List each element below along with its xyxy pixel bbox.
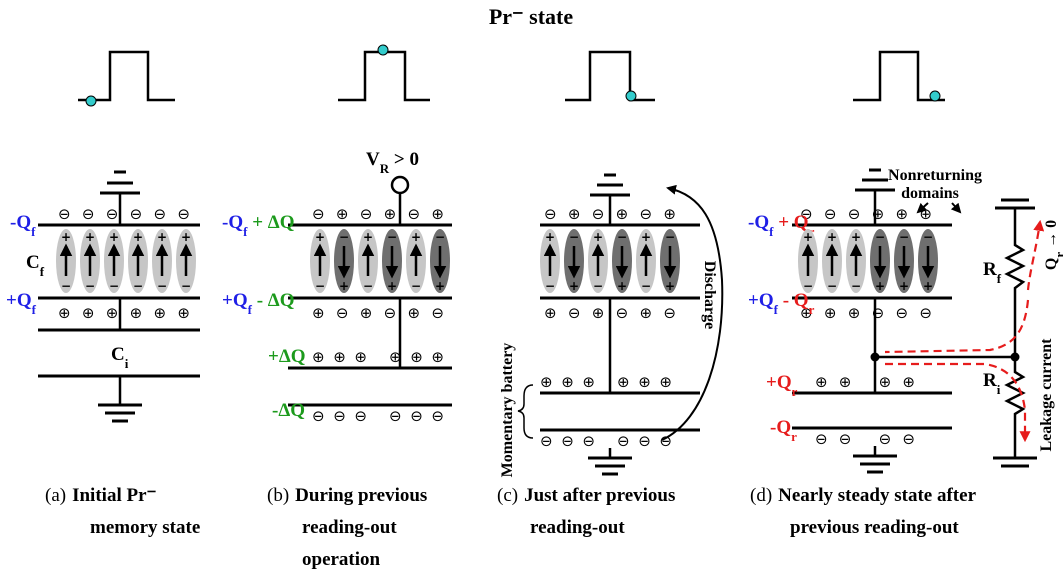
domain-sign: − [665, 230, 675, 244]
domain-sign: − [181, 279, 191, 293]
domain-sign: + [363, 230, 373, 244]
label: +Qf [6, 290, 37, 317]
caption: previous reading-out [790, 517, 959, 538]
domain-sign: + [617, 279, 627, 293]
domain-sign: − [387, 230, 397, 244]
caption: (a)Initial Pr⁻ [45, 485, 157, 506]
label: domains [901, 185, 959, 202]
panel-b: ⊖⊕⊖⊕⊖⊕ ⊕⊖⊕⊖⊕⊖ ⊕⊕⊕ ⊕⊕⊕ ⊖⊖⊖ ⊖⊖⊖ -Qf + ΔQ +… [222, 149, 452, 570]
caption: operation [302, 549, 381, 570]
domain-sign: + [133, 230, 143, 244]
domain-sign: + [61, 230, 71, 244]
domain-sign: − [803, 279, 813, 293]
pulses [78, 45, 945, 106]
charges: ⊕⊕ ⊕⊕ [815, 373, 915, 391]
panel-d: ⊖⊖⊖⊕⊕⊕ ⊕⊕⊕⊖⊖⊖ ⊕⊕ ⊕⊕ ⊖⊖ ⊖⊖ -Qf + Qr +Qf -… [748, 167, 1063, 538]
domain-sign: + [923, 279, 933, 293]
label: -ΔQ [272, 400, 305, 421]
caption: reading-out [302, 517, 397, 538]
charges: ⊖⊖⊖ ⊖⊖⊖ [540, 432, 672, 450]
label: VR > 0 [366, 149, 419, 176]
label: -Qf [10, 212, 36, 239]
domain-sign: − [363, 279, 373, 293]
domain-sign: − [899, 230, 909, 244]
domain-sign: − [339, 230, 349, 244]
caption: (c)Just after previous [497, 485, 675, 506]
domain-sign: + [157, 230, 167, 244]
domain-sign: − [641, 279, 651, 293]
charges: ⊕⊕⊕ ⊕⊕⊕ [540, 373, 672, 391]
label: Discharge [701, 261, 718, 329]
domain-sign: + [85, 230, 95, 244]
domain-sign: − [875, 230, 885, 244]
domain-sign: + [545, 230, 555, 244]
label: +ΔQ [268, 346, 306, 367]
domain-sign: − [133, 279, 143, 293]
domain-sign: + [109, 230, 119, 244]
domain-sign: − [851, 279, 861, 293]
caption: reading-out [530, 517, 625, 538]
domain-sign: + [181, 230, 191, 244]
domain-sign: − [411, 279, 421, 293]
domain-sign: − [61, 279, 71, 293]
domain-sign: − [157, 279, 167, 293]
domain-sign: − [109, 279, 119, 293]
label: Qr → 0 [1043, 220, 1063, 270]
label: Ci [111, 344, 129, 371]
caption: memory state [90, 517, 200, 538]
domain-sign: − [435, 230, 445, 244]
domain-sign: + [851, 230, 861, 244]
domain-sign: + [387, 279, 397, 293]
charges: ⊕⊕⊕⊕⊕⊕ [58, 304, 190, 322]
domain-sign: − [85, 279, 95, 293]
caption: (d)Nearly steady state after [750, 485, 977, 506]
label: Cf [26, 252, 45, 279]
label: Ri [983, 370, 1001, 397]
domain-sign: − [545, 279, 555, 293]
domain-sign: − [827, 279, 837, 293]
charges: ⊖⊖⊖⊕⊕⊕ [800, 205, 932, 223]
domain-sign: + [641, 230, 651, 244]
label: Leakage current [1038, 338, 1055, 452]
label: +Qr [766, 372, 798, 399]
title: Pr⁻ state [489, 4, 574, 29]
domain-sign: + [411, 230, 421, 244]
domain-sign: − [569, 230, 579, 244]
domain-sign: + [665, 279, 675, 293]
domain-sign: + [593, 230, 603, 244]
charges: ⊕⊖⊕⊖⊕⊖ [312, 304, 444, 322]
domain-sign: − [923, 230, 933, 244]
domain-sign: − [315, 279, 325, 293]
label: Rf [983, 259, 1002, 286]
label: -Qr [770, 417, 797, 444]
label: Nonreturning [888, 167, 982, 184]
domain-sign: + [899, 279, 909, 293]
charges: ⊕⊕⊕⊖⊖⊖ [800, 304, 932, 322]
label: +Qf - ΔQ [222, 290, 294, 317]
charges: ⊖⊕⊖⊕⊖⊕ [312, 205, 444, 223]
diagram: Pr⁻ state ⊖⊖⊖⊖⊖⊖ ⊕⊕⊕⊕⊕⊕ -Qf Cf +Qf Ci (a… [0, 0, 1063, 575]
charges: ⊖⊖ ⊖⊖ [815, 430, 915, 448]
label: Momentary battery [499, 343, 516, 478]
label: -Qf + ΔQ [222, 212, 294, 239]
domain-sign: − [593, 279, 603, 293]
domain-sign: + [569, 279, 579, 293]
domains: +−+−+−+−+−+−+−−++−−++−−++−−++−−++−−++−+−… [56, 229, 938, 293]
panel-a: ⊖⊖⊖⊖⊖⊖ ⊕⊕⊕⊕⊕⊕ -Qf Cf +Qf Ci (a)Initial P… [6, 172, 200, 538]
panel-c: ⊖⊕⊖⊕⊖⊕ ⊕⊖⊕⊖⊕⊖ ⊕⊕⊕ ⊕⊕⊕ ⊖⊖⊖ ⊖⊖⊖ Momentary … [497, 175, 722, 538]
charges: ⊖⊖⊖ ⊖⊖⊖ [312, 407, 444, 425]
domain-sign: + [315, 230, 325, 244]
charges: ⊖⊖⊖⊖⊖⊖ [58, 205, 190, 223]
charges: ⊕⊕⊕ ⊕⊕⊕ [312, 348, 444, 366]
domain-sign: + [875, 279, 885, 293]
domain-sign: + [435, 279, 445, 293]
caption: (b)During previous [267, 485, 427, 506]
domain-sign: + [339, 279, 349, 293]
domain-sign: + [827, 230, 837, 244]
domain-sign: − [617, 230, 627, 244]
domain-sign: + [803, 230, 813, 244]
